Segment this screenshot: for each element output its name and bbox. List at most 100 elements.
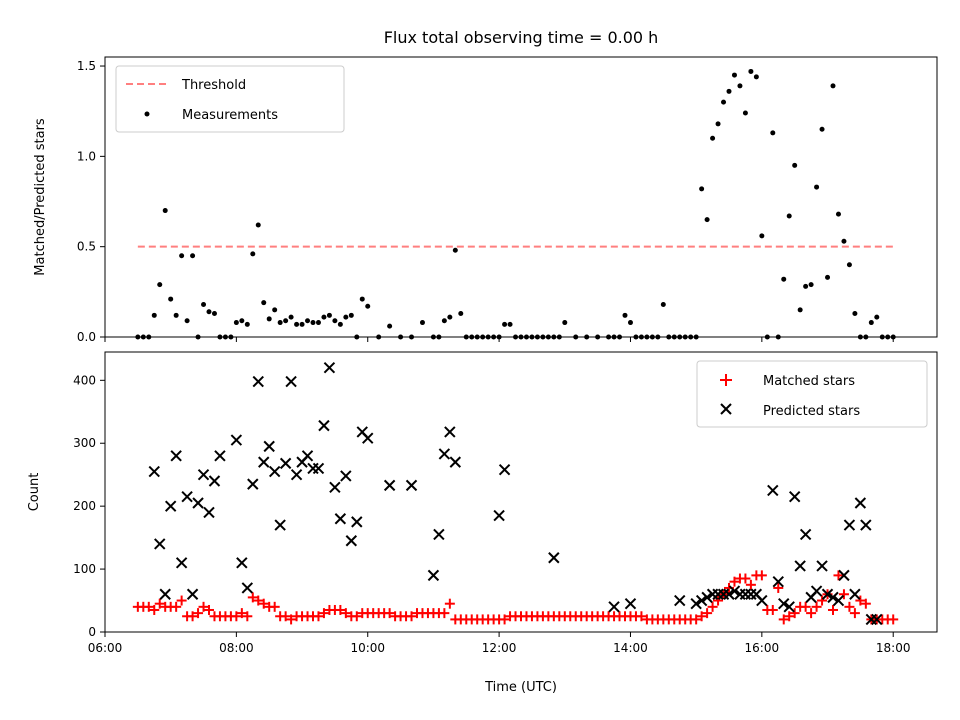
measurement-point [365, 303, 371, 309]
predicted-star-marker [192, 497, 204, 509]
predicted-star-marker [154, 538, 166, 550]
x-tick-label: 14:00 [613, 641, 648, 655]
measurement-point [266, 316, 272, 322]
matched-star-marker [773, 582, 784, 593]
predicted-star-marker [433, 528, 445, 541]
y-tick-label: 0.5 [77, 240, 96, 254]
measurement-point [233, 320, 239, 326]
predicted-star-marker [843, 519, 856, 531]
measurement-point [595, 334, 601, 340]
measurement-point [480, 334, 486, 340]
bottom-legend: Matched stars Predicted stars [696, 360, 928, 428]
measurement-point [606, 334, 612, 340]
measurement-point [321, 314, 327, 320]
matched-star-marker [784, 611, 795, 622]
matched-star-marker [335, 604, 346, 615]
y-tick-label: 200 [73, 499, 96, 513]
predicted-star-marker [279, 457, 292, 470]
measurement-point [666, 334, 672, 340]
matched-star-marker [817, 595, 828, 606]
matched-star-marker [806, 608, 817, 619]
measurement-point [441, 318, 447, 324]
bottom-x-axis-label: Time (UTC) [484, 680, 557, 695]
matched-star-marker [384, 608, 395, 619]
matched-star-marker [340, 608, 351, 619]
predicted-star-marker [810, 585, 823, 597]
measurement-point [786, 213, 792, 219]
matched-star-marker [789, 608, 800, 619]
measurement-point [195, 334, 201, 340]
measurement-point [742, 110, 748, 116]
measurement-point [721, 99, 727, 105]
measurement-point [332, 318, 338, 324]
predicted-star-marker [674, 594, 686, 607]
top-legend-box [115, 65, 345, 133]
x-tick-label: 12:00 [482, 641, 517, 655]
measurement-point [737, 83, 743, 89]
measurement-point [140, 334, 146, 340]
predicted-star-marker [756, 594, 768, 607]
x-tick-label: 08:00 [219, 641, 254, 655]
measurement-point [447, 314, 453, 320]
measurement-point [655, 334, 661, 340]
measurement-point [419, 320, 425, 326]
measurement-point [277, 320, 283, 326]
measurement-point [863, 334, 869, 340]
legend-measurements-label: Measurements [182, 108, 278, 123]
y-tick-label: 300 [73, 436, 96, 450]
measurement-point [485, 334, 491, 340]
measurement-point [731, 72, 737, 78]
matched-star-marker [833, 570, 844, 581]
matched-star-marker [767, 604, 778, 615]
x-tick-label: 10:00 [350, 641, 385, 655]
measurement-point [879, 334, 885, 340]
matched-star-marker [888, 614, 899, 625]
matched-star-marker [855, 595, 866, 606]
measurement-point [803, 283, 809, 289]
predicted-star-marker [263, 440, 275, 453]
measurement-point [545, 334, 551, 340]
matched-star-marker [756, 570, 767, 581]
measurement-point [852, 311, 858, 317]
predicted-star-marker [208, 475, 221, 487]
measurement-point [792, 162, 798, 168]
measurement-point [491, 334, 497, 340]
matched-star-marker [838, 589, 849, 600]
predicted-star-marker [329, 481, 341, 493]
predicted-star-marker [318, 419, 330, 432]
predicted-star-marker [783, 601, 795, 613]
bottom-y-axis-label: Count [27, 473, 42, 512]
top-y-axis-label: Matched/Predicted stars [33, 118, 48, 276]
top-panel: 0.0 0.5 1.0 1.5 Matched/Predicted stars Thr… [33, 56, 938, 344]
measurement-point [874, 314, 880, 320]
predicted-star-marker [767, 484, 779, 497]
predicted-star-marker [268, 465, 281, 478]
predicted-star-marker [849, 588, 861, 600]
measurement-point [562, 320, 568, 326]
predicted-star-marker [778, 597, 790, 610]
measurement-point [452, 247, 458, 253]
measurement-point [890, 334, 896, 340]
measurement-point [726, 88, 732, 94]
matched-star-marker [187, 611, 198, 622]
matched-star-marker [636, 611, 647, 622]
predicted-star-marker [148, 465, 160, 478]
measurement-point [146, 334, 152, 340]
predicted-star-marker [444, 426, 456, 438]
matched-star-marker [860, 598, 871, 609]
measurement-point [529, 334, 535, 340]
measurement-point [255, 222, 261, 228]
predicted-star-marker [351, 516, 363, 528]
predicted-star-marker [816, 560, 828, 572]
measurement-point [704, 217, 710, 223]
measurement-point [228, 334, 234, 340]
measurement-point [387, 323, 393, 329]
predicted-star-marker [438, 448, 451, 460]
predicted-star-marker [203, 506, 215, 519]
legend-matched-swatch [720, 374, 732, 386]
predicted-star-marker [197, 468, 210, 481]
matched-star-marker [406, 611, 417, 622]
measurement-point [469, 334, 475, 340]
matched-star-marker [258, 598, 269, 609]
predicted-star-marker [427, 569, 440, 582]
